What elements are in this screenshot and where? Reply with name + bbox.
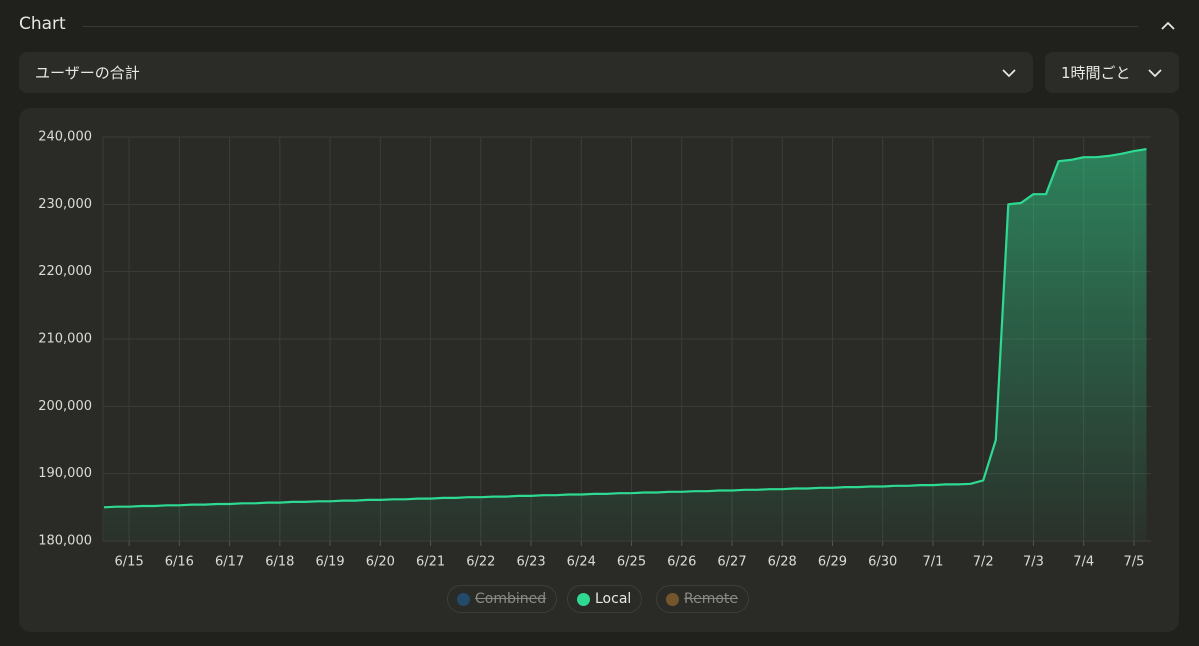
x-tick-label: 6/27	[717, 555, 746, 570]
x-tick-label: 6/17	[215, 555, 244, 570]
area-fill	[104, 149, 1147, 541]
y-tick-label: 220,000	[38, 264, 92, 279]
x-tick-label: 6/30	[868, 555, 897, 570]
legend-item[interactable]: Remote	[656, 585, 750, 613]
metric-label: ユーザーの合計	[35, 64, 140, 82]
x-tick-label: 6/21	[416, 555, 445, 570]
x-tick-label: 7/1	[922, 555, 943, 570]
x-tick-label: 6/24	[567, 555, 596, 570]
x-tick-label: 7/2	[973, 555, 994, 570]
x-tick-label: 6/18	[265, 555, 294, 570]
legend-swatch	[457, 592, 470, 606]
x-tick-label: 6/19	[315, 555, 344, 570]
legend-item[interactable]: Combined	[447, 585, 558, 613]
x-tick-label: 6/25	[617, 555, 646, 570]
y-tick-label: 210,000	[38, 332, 92, 347]
dropdown-chevron	[1148, 69, 1162, 78]
x-tick-label: 7/5	[1123, 555, 1144, 570]
section-title: Chart	[19, 14, 66, 34]
y-tick-label: 180,000	[38, 534, 92, 549]
collapse-button[interactable]	[1160, 18, 1176, 34]
legend-swatch	[577, 592, 590, 606]
legend-item[interactable]: Local	[567, 585, 643, 613]
interval-label: 1時間ごと	[1061, 64, 1131, 82]
x-tick-label: 6/28	[768, 555, 797, 570]
interval-dropdown[interactable]: 1時間ごと	[1045, 52, 1179, 93]
x-tick-label: 6/16	[165, 555, 194, 570]
x-tick-label: 7/3	[1023, 555, 1044, 570]
metric-dropdown[interactable]: ユーザーの合計	[19, 52, 1033, 93]
legend-swatch	[666, 592, 679, 606]
x-tick-label: 6/22	[466, 555, 495, 570]
legend-label: Combined	[475, 591, 547, 607]
dropdown-chevron	[1002, 69, 1016, 78]
y-tick-label: 240,000	[38, 130, 92, 145]
y-tick-label: 230,000	[38, 197, 92, 212]
legend-label: Remote	[684, 591, 739, 607]
line	[103, 148, 1147, 509]
x-tick-label: 6/15	[115, 555, 144, 570]
x-tick-label: 6/29	[818, 555, 847, 570]
legend-label: Local	[595, 591, 632, 607]
x-tick-label: 6/20	[366, 555, 395, 570]
x-tick-label: 6/23	[516, 555, 545, 570]
x-tick-label: 6/26	[667, 555, 696, 570]
chart-panel	[19, 108, 1179, 632]
divider	[83, 26, 1138, 27]
y-tick-label: 190,000	[38, 466, 92, 481]
y-tick-label: 200,000	[38, 399, 92, 414]
x-tick-label: 7/4	[1073, 555, 1094, 570]
